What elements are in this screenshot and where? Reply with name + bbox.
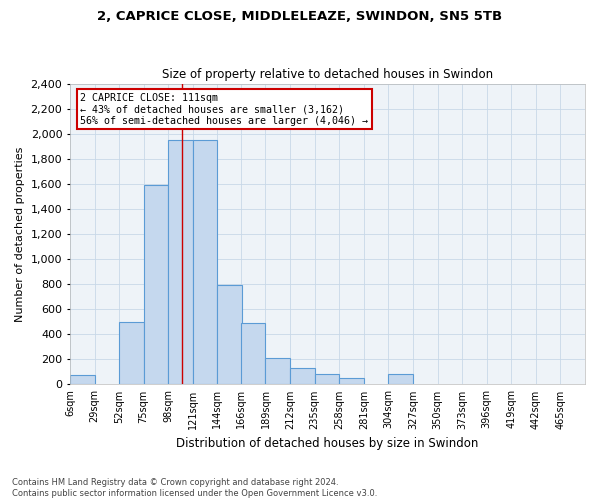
Bar [265, 358, 290, 384]
Bar [314, 374, 339, 384]
Text: 2 CAPRICE CLOSE: 111sqm
← 43% of detached houses are smaller (3,162)
56% of semi: 2 CAPRICE CLOSE: 111sqm ← 43% of detache… [80, 92, 368, 126]
Bar [168, 140, 193, 384]
Text: Contains HM Land Registry data © Crown copyright and database right 2024.
Contai: Contains HM Land Registry data © Crown c… [12, 478, 377, 498]
Bar [119, 322, 143, 384]
X-axis label: Distribution of detached houses by size in Swindon: Distribution of detached houses by size … [176, 437, 479, 450]
Bar [339, 378, 364, 384]
Bar [241, 323, 265, 384]
Bar [70, 375, 95, 384]
Bar [388, 374, 413, 384]
Bar [217, 286, 242, 384]
Text: 2, CAPRICE CLOSE, MIDDLELEAZE, SWINDON, SN5 5TB: 2, CAPRICE CLOSE, MIDDLELEAZE, SWINDON, … [97, 10, 503, 23]
Bar [143, 185, 168, 384]
Title: Size of property relative to detached houses in Swindon: Size of property relative to detached ho… [162, 68, 493, 81]
Bar [290, 368, 314, 384]
Y-axis label: Number of detached properties: Number of detached properties [15, 146, 25, 322]
Bar [193, 140, 217, 384]
